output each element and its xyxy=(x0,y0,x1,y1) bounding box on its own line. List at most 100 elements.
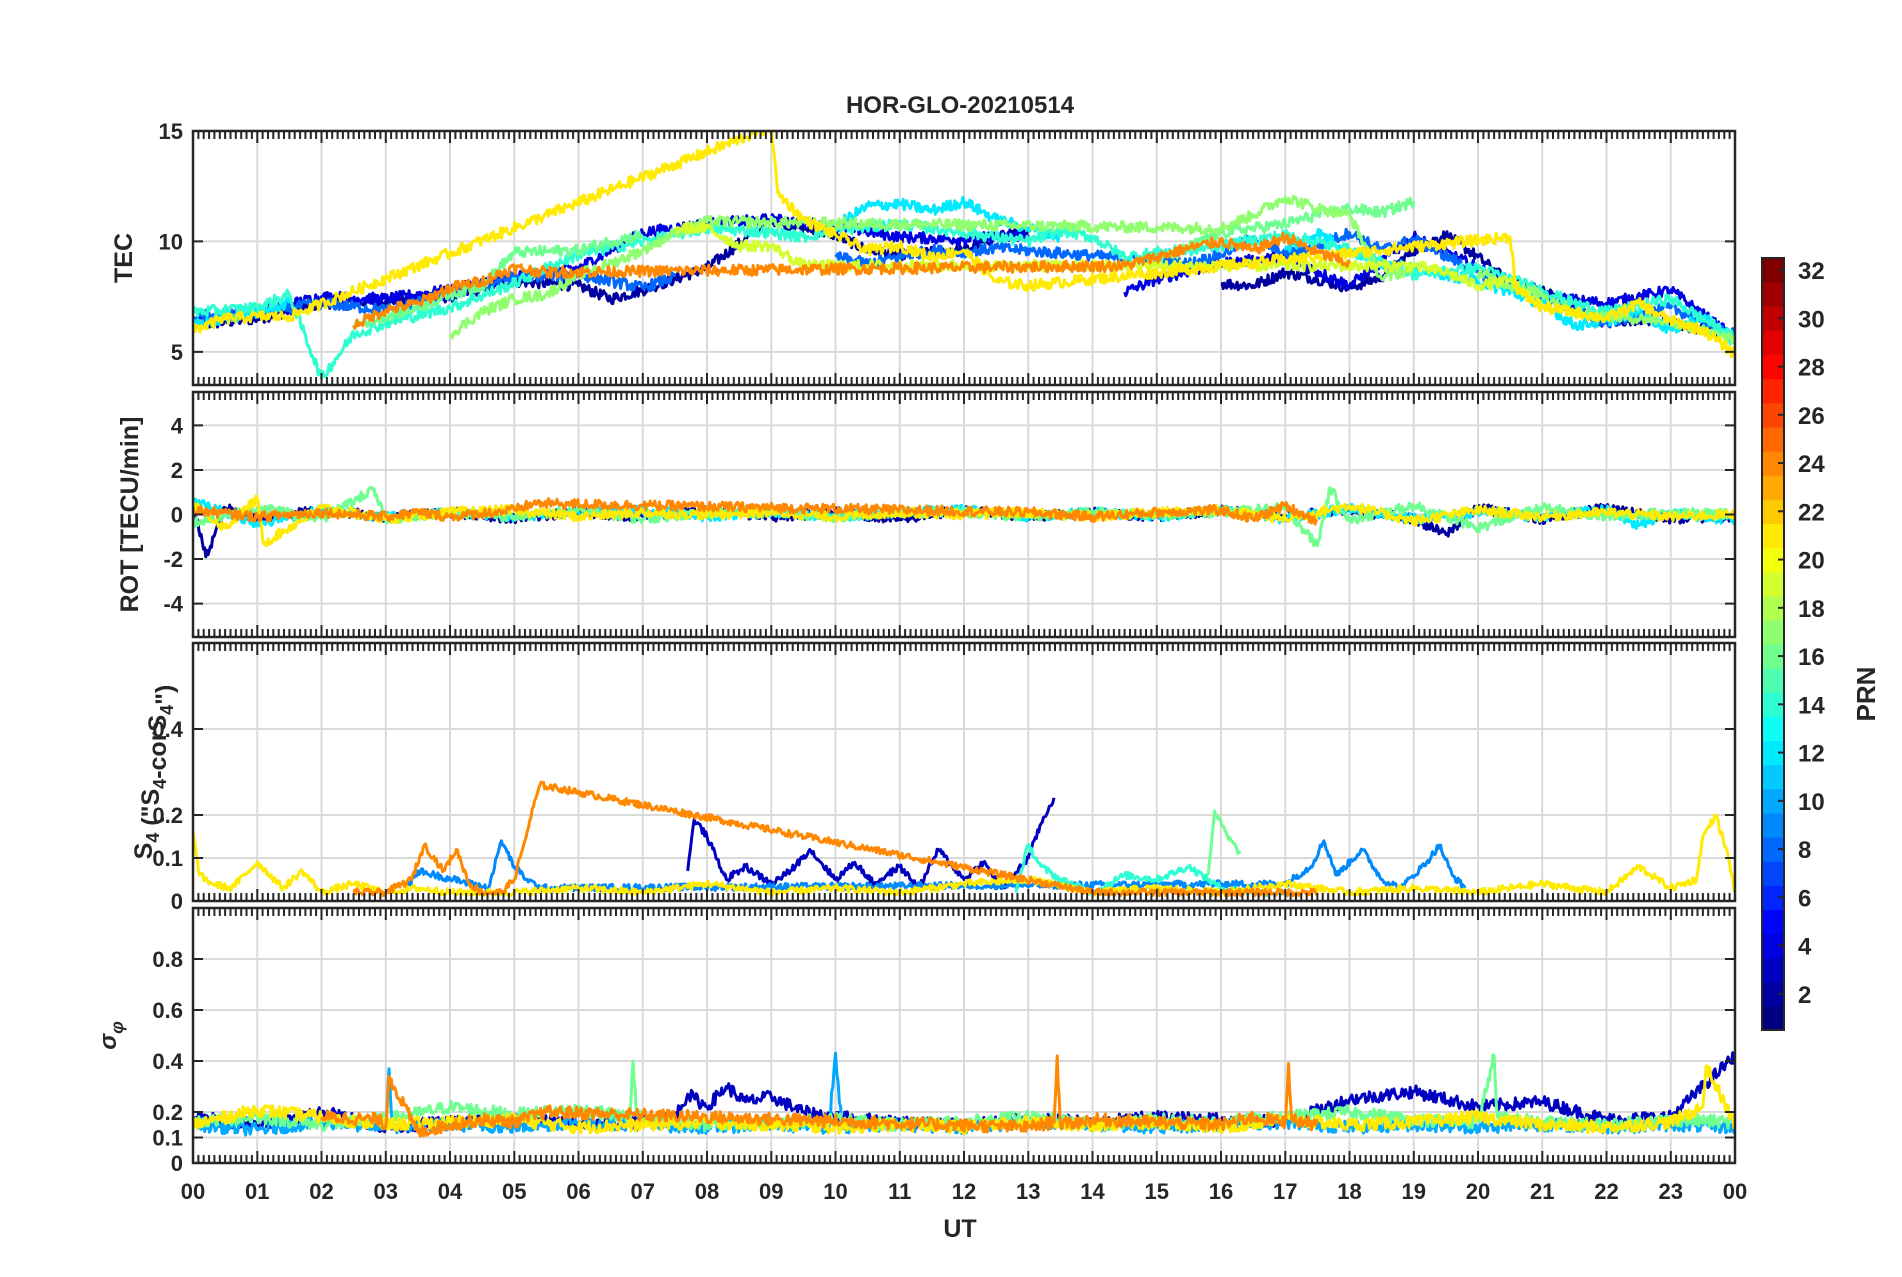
x-tick-label: 15 xyxy=(1145,1179,1169,1204)
x-tick-label: 08 xyxy=(695,1179,719,1204)
x-tick-label: 17 xyxy=(1273,1179,1297,1204)
x-tick-label: 13 xyxy=(1016,1179,1040,1204)
x-tick-label: 20 xyxy=(1466,1179,1490,1204)
colorbar-segment xyxy=(1762,547,1784,573)
y-tick-label: 15 xyxy=(159,119,183,144)
label-part: S xyxy=(130,843,158,860)
colorbar-segment xyxy=(1762,258,1784,283)
label-part: ( xyxy=(137,817,165,826)
x-tick-label: 09 xyxy=(759,1179,783,1204)
y-tick-label: 0.4 xyxy=(152,717,183,742)
y-ticks xyxy=(193,130,1735,353)
series-prn-12 xyxy=(834,195,1062,243)
colorbar-tick-label: 8 xyxy=(1798,837,1811,864)
y-tick-label: 0 xyxy=(171,1151,183,1176)
label-part: o xyxy=(144,741,172,756)
x-axis-label: UT xyxy=(943,1215,976,1243)
colorbar-tick-label: 18 xyxy=(1798,596,1825,623)
colorbar-segment xyxy=(1762,619,1784,645)
colorbar-segment xyxy=(1762,354,1784,380)
x-tick-label: 02 xyxy=(309,1179,333,1204)
x-tick-label: 05 xyxy=(502,1179,526,1204)
colorbar-tick-label: 20 xyxy=(1798,548,1825,575)
x-tick-label: 06 xyxy=(566,1179,590,1204)
colorbar-segment xyxy=(1762,812,1784,838)
x-tick-label: 00 xyxy=(1723,1179,1747,1204)
y-axis-label: ROT [TECU/min] xyxy=(116,417,144,613)
series-prn-21 xyxy=(193,813,1735,898)
y-tick-label: 0.2 xyxy=(152,803,183,828)
series-prn-14 xyxy=(193,218,1735,380)
y-tick-label: 10 xyxy=(159,229,183,254)
series-prn-24 xyxy=(352,231,1351,330)
label-part: - xyxy=(144,770,172,778)
label-part: S xyxy=(137,789,165,806)
panel-frame xyxy=(191,390,1737,639)
panel-data xyxy=(193,1051,1735,1138)
colorbar-segment xyxy=(1762,571,1784,597)
colorbar-tick-label: 12 xyxy=(1798,741,1825,768)
series-prn-16 xyxy=(1206,809,1242,876)
panel-1: 5 10 15 TEC xyxy=(110,119,1737,387)
colorbar-segment xyxy=(1762,330,1784,356)
colorbar-segment xyxy=(1762,499,1784,524)
colorbar-label: PRN xyxy=(1851,667,1881,722)
y-tick-label: 0 xyxy=(171,889,183,914)
series-prn-3 xyxy=(686,797,1056,892)
colorbar-segment xyxy=(1762,740,1784,766)
y-tick-label: 0.4 xyxy=(152,1049,183,1074)
x-tick-label: 00 xyxy=(181,1179,205,1204)
colorbar-tick-label: 16 xyxy=(1798,644,1825,671)
colorbar-segment xyxy=(1762,933,1784,959)
y-tick-label: 0.2 xyxy=(152,1100,183,1125)
x-tick-label: 07 xyxy=(631,1179,655,1204)
y-tick-label: 0 xyxy=(171,503,183,528)
y-tick-label: 4 xyxy=(171,413,184,438)
colorbar-tick-label: 6 xyxy=(1798,885,1811,912)
series-prn-17 xyxy=(448,194,1415,340)
subscript: 4 xyxy=(150,779,170,789)
label-part xyxy=(137,826,165,833)
series-prn-16 xyxy=(1155,196,1416,265)
panel-data xyxy=(193,485,1735,559)
panel-4: 0.8 0.6 0.4 0.20.10 σφ 00 01 02 03 04 05 06 07 08 09 10… xyxy=(95,906,1747,1204)
colorbar-segment xyxy=(1762,378,1784,404)
colorbar-tick-label: 26 xyxy=(1798,403,1825,430)
colorbar-tick-label: 22 xyxy=(1798,499,1825,526)
colorbar-segment xyxy=(1762,402,1784,428)
panel-frame xyxy=(191,129,1737,387)
y-tick-label: -4 xyxy=(163,592,183,617)
y-tick-label: 2 xyxy=(171,458,183,483)
colorbar-segment xyxy=(1762,909,1784,935)
x-tick-label: 22 xyxy=(1594,1179,1618,1204)
colorbar-tick-label: 24 xyxy=(1798,451,1825,478)
colorbar-segment xyxy=(1762,426,1784,452)
panel-frame xyxy=(191,906,1737,1165)
colorbar-segment xyxy=(1762,1005,1784,1031)
x-tick-label: 14 xyxy=(1080,1179,1105,1204)
series-prn-21 xyxy=(193,131,1735,359)
panel-frame xyxy=(191,641,1737,903)
subscript: 4 xyxy=(143,833,163,843)
colorbar-segment xyxy=(1762,957,1784,983)
label-part: S xyxy=(144,715,172,732)
colorbar-segment xyxy=(1762,306,1784,331)
colorbar-tick-label: 10 xyxy=(1798,789,1825,816)
y-tick-label: 0.6 xyxy=(152,998,183,1023)
colorbar-tick-label: 32 xyxy=(1798,258,1825,285)
label-part: ) xyxy=(151,685,179,693)
y-axis-label: σφ xyxy=(95,1021,127,1050)
colorbar-segment xyxy=(1762,451,1784,476)
x-tick-label: 11 xyxy=(888,1179,911,1204)
colorbar-tick-label: 2 xyxy=(1798,982,1811,1009)
colorbar-segment xyxy=(1762,837,1784,862)
colorbar-segment xyxy=(1762,788,1784,814)
y-axis-label: TEC xyxy=(110,233,138,283)
y-axis-label: S4 ("S4-corS4") xyxy=(130,685,179,860)
colorbar-tick-label: 14 xyxy=(1798,692,1825,719)
chart-title: HOR-GLO-20210514 xyxy=(846,92,1075,119)
